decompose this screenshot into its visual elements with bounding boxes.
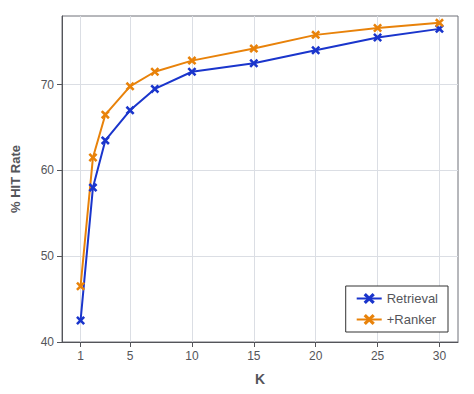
svg-text:40: 40 [41, 335, 55, 349]
svg-text:10: 10 [185, 349, 199, 363]
svg-text:1: 1 [77, 349, 84, 363]
svg-text:15: 15 [247, 349, 261, 363]
svg-text:60: 60 [41, 163, 55, 177]
svg-text:% HIT Rate: % HIT Rate [8, 145, 23, 213]
svg-text:5: 5 [127, 349, 134, 363]
svg-text:25: 25 [371, 349, 385, 363]
svg-text:Retrieval: Retrieval [387, 291, 438, 306]
svg-text:20: 20 [309, 349, 323, 363]
svg-text:70: 70 [41, 78, 55, 92]
svg-text:50: 50 [41, 249, 55, 263]
svg-text:30: 30 [433, 349, 447, 363]
svg-text:K: K [255, 371, 265, 387]
svg-text:+Ranker: +Ranker [387, 312, 437, 327]
